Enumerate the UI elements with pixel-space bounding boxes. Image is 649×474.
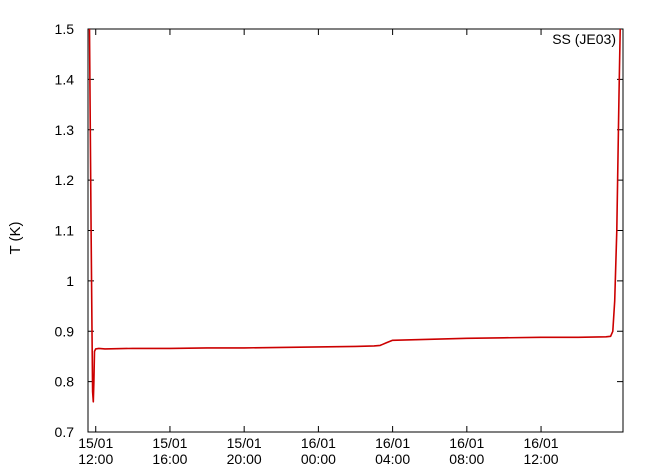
x-tick-label: 16/01 12:00: [524, 435, 559, 467]
series-line-ss-je03: [88, 28, 621, 403]
y-tick-label: 1.3: [55, 122, 75, 138]
y-tick-label: 1.1: [55, 223, 75, 239]
plot-area: [87, 28, 624, 433]
y-axis-title: T (K): [7, 221, 24, 254]
x-tick-label: 15/01 20:00: [227, 435, 262, 467]
x-tick-label: 15/01 16:00: [152, 435, 187, 467]
y-tick-label: 1: [66, 273, 74, 289]
x-tick-label: 16/01 04:00: [375, 435, 410, 467]
y-tick-label: 1.5: [55, 21, 75, 37]
x-tick-label: 15/01 12:00: [78, 435, 113, 467]
y-tick-label: 0.9: [55, 323, 75, 339]
y-axis: 0.7 0.8 0.9 1 1.1 1.2 1.3 1.4 1.5: [55, 21, 623, 440]
x-tick-label: 16/01 08:00: [449, 435, 484, 467]
y-tick-label: 0.8: [55, 374, 75, 390]
y-tick-label: 1.2: [55, 172, 75, 188]
x-axis: 15/01 12:00 15/01 16:00 15/01 20:00 16/01 00:00…: [78, 29, 559, 467]
legend-series-label: SS (JE03): [552, 31, 616, 47]
y-tick-label: 0.7: [55, 424, 75, 440]
y-tick-label: 1.4: [55, 71, 75, 87]
x-tick-label: 16/01 00:00: [301, 435, 336, 467]
